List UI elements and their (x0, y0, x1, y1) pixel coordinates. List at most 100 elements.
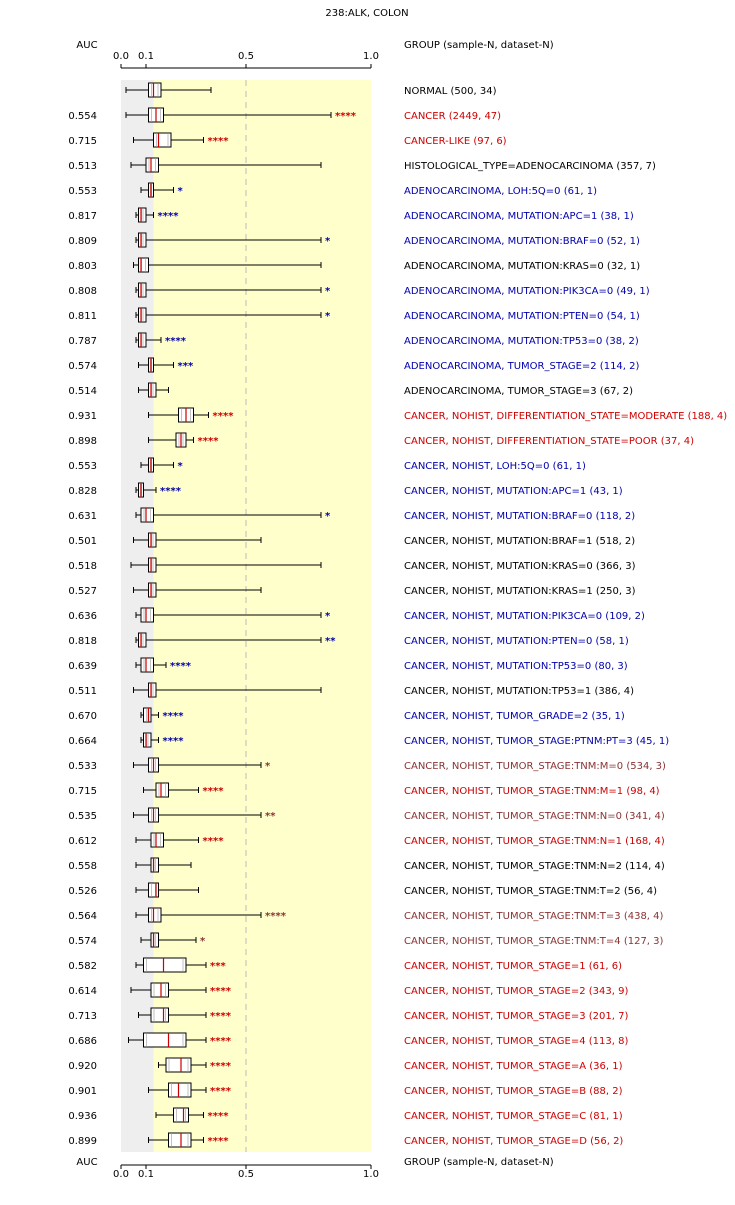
box-row: 0.518 CANCER, NOHIST, MUTATION:KRAS=0 (36… (68, 557, 636, 573)
auc-value: 0.527 (68, 586, 97, 597)
box (155, 782, 169, 798)
box-row: 0.803 ADENOCARCINOMA, MUTATION:KRAS=0 (32… (68, 257, 640, 273)
group-label: CANCER, NOHIST, TUMOR_STAGE:TNM:T=3 (438… (404, 911, 664, 922)
box-row: 0.631 * CANCER, NOHIST, MUTATION:BRAF=0 (1… (68, 507, 635, 523)
auc-value: 0.574 (68, 936, 97, 947)
group-label: ADENOCARCINOMA, MUTATION:PTEN=0 (54, 1) (404, 311, 640, 322)
auc-value: 0.670 (68, 711, 97, 722)
auc-value: 0.612 (68, 836, 97, 847)
auc-value: 0.631 (68, 511, 97, 522)
significance-stars: **** (210, 1061, 232, 1072)
auc-value: 0.936 (68, 1111, 97, 1122)
box-row: 0.574 *** ADENOCARCINOMA, TUMOR_STAGE=2 (1… (68, 357, 640, 373)
x-tick-label-bottom: 0.1 (138, 1169, 154, 1180)
box-row: 0.554 **** CANCER (2449, 47) (68, 107, 501, 123)
box (148, 82, 162, 98)
box-row: 0.899 **** CANCER, NOHIST, TUMOR_STAGE=D (… (68, 1132, 623, 1148)
group-label: CANCER, NOHIST, TUMOR_STAGE:TNM:T=4 (127… (404, 936, 664, 947)
box-row: 0.787 **** ADENOCARCINOMA, MUTATION:TP53=0… (68, 332, 639, 348)
box (168, 1082, 192, 1098)
group-label: ADENOCARCINOMA, TUMOR_STAGE=2 (114, 2) (404, 361, 640, 372)
group-label: CANCER, NOHIST, LOH:5Q=0 (61, 1) (404, 461, 586, 472)
box (148, 882, 159, 898)
group-label: CANCER, NOHIST, MUTATION:PTEN=0 (58, 1) (404, 636, 629, 647)
group-label: HISTOLOGICAL_TYPE=ADENOCARCINOMA (357, 7… (404, 161, 656, 172)
significance-stars: * (325, 311, 331, 322)
box-row: 0.501 CANCER, NOHIST, MUTATION:BRAF=1 (51… (68, 532, 635, 548)
group-label: CANCER, NOHIST, TUMOR_STAGE:PTNM:PT=3 (4… (404, 736, 669, 747)
box-row: 0.612 **** CANCER, NOHIST, TUMOR_STAGE:TNM… (68, 832, 665, 848)
auc-value: 0.686 (68, 1036, 97, 1047)
box-row: 0.715 **** CANCER, NOHIST, TUMOR_STAGE:TNM… (68, 782, 660, 798)
auc-value: 0.901 (68, 1086, 97, 1097)
box (143, 1032, 187, 1048)
box-row: 0.809 * ADENOCARCINOMA, MUTATION:BRAF=0 (5… (68, 232, 640, 248)
box-row: 0.670 **** CANCER, NOHIST, TUMOR_GRADE=2 (… (68, 707, 625, 723)
auc-value: 0.501 (68, 536, 97, 547)
box (165, 1057, 192, 1073)
box-row: 0.898 **** CANCER, NOHIST, DIFFERENTIATION… (68, 432, 694, 448)
significance-stars: **** (210, 1011, 232, 1022)
box (145, 157, 159, 173)
x-tick-label-bottom: 1.0 (363, 1169, 379, 1180)
significance-stars: **** (203, 786, 225, 797)
auc-value: 0.582 (68, 961, 97, 972)
box-row: 0.526 CANCER, NOHIST, TUMOR_STAGE:TNM:T=2… (68, 882, 657, 898)
group-label: CANCER, NOHIST, TUMOR_STAGE=B (88, 2) (404, 1086, 623, 1097)
box-row: 0.713 **** CANCER, NOHIST, TUMOR_STAGE=3 (… (68, 1007, 628, 1023)
auc-value: 0.636 (68, 611, 97, 622)
auc-value: 0.511 (68, 686, 97, 697)
significance-stars: **** (198, 436, 220, 447)
x-tick-label-bottom: 0.0 (113, 1169, 129, 1180)
group-label: ADENOCARCINOMA, MUTATION:APC=1 (38, 1) (404, 211, 634, 222)
significance-stars: **** (165, 336, 187, 347)
group-label: CANCER, NOHIST, TUMOR_STAGE=C (81, 1) (404, 1111, 623, 1122)
box-row: 0.936 **** CANCER, NOHIST, TUMOR_STAGE=C (… (68, 1107, 623, 1123)
auc-value: 0.553 (68, 461, 97, 472)
group-label: CANCER, NOHIST, TUMOR_GRADE=2 (35, 1) (404, 711, 625, 722)
box-row: 0.636 * CANCER, NOHIST, MUTATION:PIK3CA=0 … (68, 607, 645, 623)
group-label: CANCER, NOHIST, MUTATION:PIK3CA=0 (109, … (404, 611, 645, 622)
box (138, 332, 147, 348)
group-label: CANCER, NOHIST, MUTATION:KRAS=0 (366, 3) (404, 561, 636, 572)
significance-stars: **** (163, 736, 185, 747)
box (148, 682, 157, 698)
group-header-bottom: GROUP (sample-N, dataset-N) (404, 1157, 554, 1168)
x-tick-label-top: 0.1 (138, 51, 154, 62)
group-label: ADENOCARCINOMA, MUTATION:TP53=0 (38, 2) (404, 336, 639, 347)
box-row: 0.582 *** CANCER, NOHIST, TUMOR_STAGE=1 (6… (68, 957, 622, 973)
box (148, 907, 162, 923)
box-row: 0.828 **** CANCER, NOHIST, MUTATION:APC=1 … (68, 482, 623, 498)
box-row: 0.513 HISTOLOGICAL_TYPE=ADENOCARCINOMA (3… (68, 157, 656, 173)
group-label: CANCER, NOHIST, TUMOR_STAGE:TNM:T=2 (56,… (404, 886, 657, 897)
box-row: NORMAL (500, 34) (125, 82, 497, 98)
significance-stars: ** (265, 811, 276, 822)
auc-value: 0.808 (68, 286, 97, 297)
box (143, 707, 152, 723)
group-label: CANCER, NOHIST, MUTATION:TP53=0 (80, 3) (404, 661, 628, 672)
significance-stars: * (325, 236, 331, 247)
box (138, 307, 147, 323)
x-tick-label-bottom: 0.5 (238, 1169, 254, 1180)
box (138, 207, 147, 223)
box (140, 507, 154, 523)
group-label: CANCER, NOHIST, TUMOR_STAGE:TNM:N=0 (341… (404, 811, 665, 822)
auc-value: 0.614 (68, 986, 97, 997)
auc-value: 0.558 (68, 861, 97, 872)
box-row: 0.920 **** CANCER, NOHIST, TUMOR_STAGE=A (… (68, 1057, 623, 1073)
significance-stars: **** (158, 211, 180, 222)
box (143, 957, 187, 973)
auc-value: 0.533 (68, 761, 97, 772)
group-label: CANCER, NOHIST, TUMOR_STAGE=3 (201, 7) (404, 1011, 628, 1022)
box (138, 282, 147, 298)
box-row: 0.533 * CANCER, NOHIST, TUMOR_STAGE:TNM:M=… (68, 757, 666, 773)
box-row: 0.558 CANCER, NOHIST, TUMOR_STAGE:TNM:N=2… (68, 857, 665, 873)
box (148, 532, 157, 548)
box (140, 607, 154, 623)
group-label: CANCER, NOHIST, TUMOR_STAGE:TNM:N=2 (114… (404, 861, 665, 872)
box-row: 0.553 * CANCER, NOHIST, LOH:5Q=0 (61, 1) (68, 457, 586, 473)
box-rows: NORMAL (500, 34) 0.554 **** CANCER (2449, 4… (68, 82, 727, 1148)
group-label: CANCER, NOHIST, TUMOR_STAGE=4 (113, 8) (404, 1036, 628, 1047)
box (153, 132, 172, 148)
auc-value: 0.818 (68, 636, 97, 647)
